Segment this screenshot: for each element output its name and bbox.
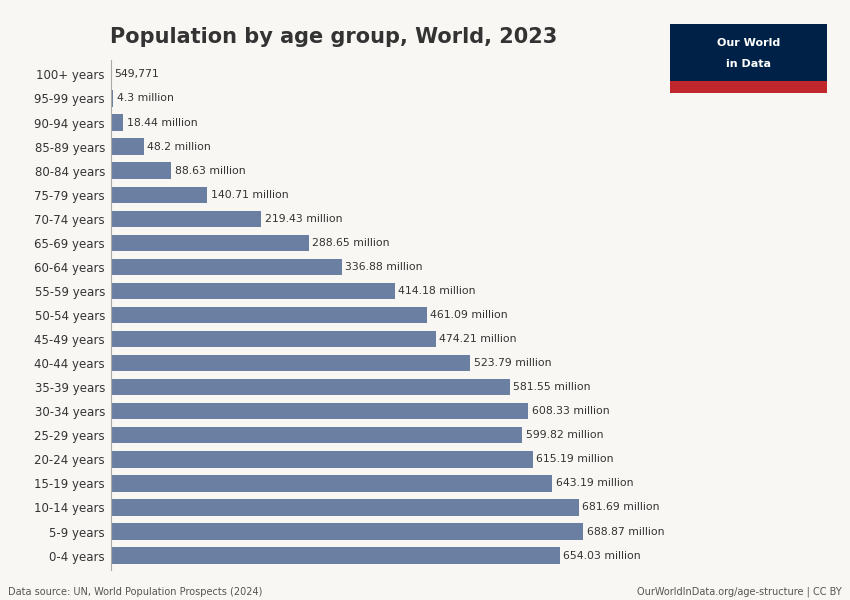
Bar <box>110 499 579 515</box>
Text: 4.3 million: 4.3 million <box>117 94 173 103</box>
Bar <box>110 163 172 179</box>
Bar <box>110 187 207 203</box>
Bar <box>110 523 583 539</box>
Text: 140.71 million: 140.71 million <box>211 190 288 200</box>
Text: 549,771: 549,771 <box>114 70 159 79</box>
Bar <box>110 307 427 323</box>
Bar <box>110 331 436 347</box>
Bar <box>110 379 510 395</box>
Bar <box>110 283 395 299</box>
Text: Our World: Our World <box>717 38 780 49</box>
Text: 336.88 million: 336.88 million <box>345 262 422 272</box>
Text: 615.19 million: 615.19 million <box>536 454 614 464</box>
Bar <box>110 211 261 227</box>
Text: 18.44 million: 18.44 million <box>127 118 197 128</box>
Text: 608.33 million: 608.33 million <box>531 406 609 416</box>
Bar <box>110 355 470 371</box>
Text: 643.19 million: 643.19 million <box>556 478 633 488</box>
Text: 461.09 million: 461.09 million <box>430 310 508 320</box>
Text: 48.2 million: 48.2 million <box>147 142 211 152</box>
Text: 688.87 million: 688.87 million <box>586 527 665 536</box>
Text: 219.43 million: 219.43 million <box>264 214 342 224</box>
Text: 288.65 million: 288.65 million <box>312 238 389 248</box>
Text: 581.55 million: 581.55 million <box>513 382 591 392</box>
Bar <box>110 139 144 155</box>
Bar <box>110 91 113 107</box>
Text: 523.79 million: 523.79 million <box>473 358 551 368</box>
Bar <box>110 115 123 131</box>
Text: Data source: UN, World Population Prospects (2024): Data source: UN, World Population Prospe… <box>8 587 263 597</box>
Text: OurWorldInData.org/age-structure | CC BY: OurWorldInData.org/age-structure | CC BY <box>637 587 842 597</box>
Bar <box>110 403 528 419</box>
Bar <box>110 259 342 275</box>
Text: in Data: in Data <box>726 59 771 69</box>
Text: 474.21 million: 474.21 million <box>439 334 517 344</box>
Bar <box>110 427 522 443</box>
Text: 414.18 million: 414.18 million <box>399 286 476 296</box>
Text: 599.82 million: 599.82 million <box>526 430 604 440</box>
Text: 88.63 million: 88.63 million <box>175 166 246 176</box>
Bar <box>110 547 559 564</box>
Bar <box>110 451 533 467</box>
Text: Population by age group, World, 2023: Population by age group, World, 2023 <box>110 28 558 47</box>
Text: 681.69 million: 681.69 million <box>582 502 660 512</box>
Text: 654.03 million: 654.03 million <box>563 551 641 560</box>
Bar <box>110 235 309 251</box>
Bar <box>110 475 552 491</box>
